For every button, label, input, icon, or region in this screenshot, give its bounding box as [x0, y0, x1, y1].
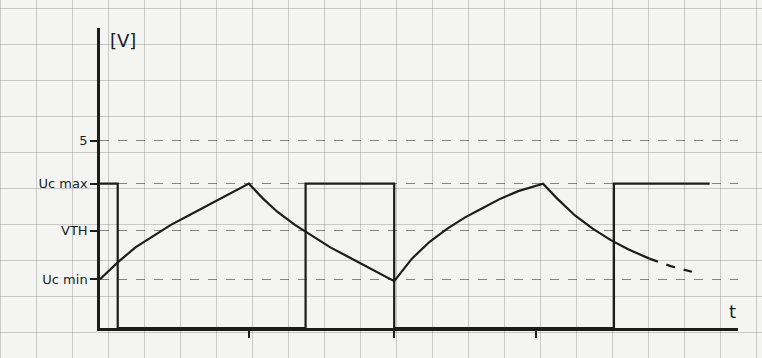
svg-text:5: 5 — [79, 133, 87, 148]
svg-text:Uc max: Uc max — [39, 176, 88, 191]
svg-text:Uc min: Uc min — [42, 272, 87, 287]
svg-text:t: t — [729, 301, 736, 322]
svg-text:VTH: VTH — [61, 223, 88, 238]
svg-text:[V]: [V] — [110, 30, 136, 51]
